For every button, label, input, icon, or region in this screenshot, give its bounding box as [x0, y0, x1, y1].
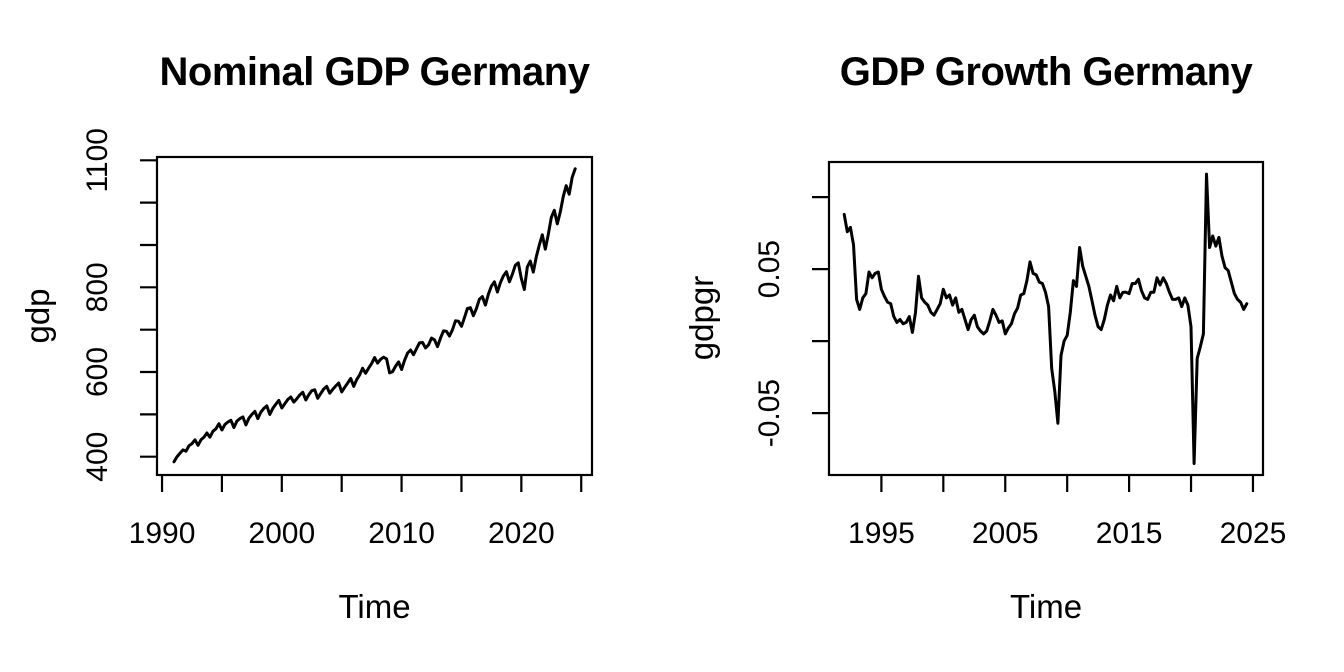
left-y-axis-label: gdp: [19, 288, 56, 344]
plot-box: [827, 160, 1265, 477]
right-chart-title: GDP Growth Germany: [839, 50, 1253, 94]
series-line-gdp: [172, 167, 577, 464]
plot-box: [155, 155, 594, 477]
series-line-gdpgr: [842, 172, 1249, 465]
right-y-axis-label: gdpgr: [683, 275, 720, 361]
left-x-axis-label: Time: [338, 588, 411, 625]
y-tick-label: 600: [81, 347, 114, 397]
x-tick-label: 2015: [1096, 517, 1163, 550]
chart-1: 1995 2005 2015 2025 -0.05 0.05: [753, 160, 1287, 550]
x-tick-label: 2025: [1220, 517, 1287, 550]
right-x-axis-label: Time: [1009, 588, 1083, 625]
y-tick-label: 400: [81, 432, 114, 482]
y-tick-label: -0.05: [753, 379, 786, 447]
x-tick-label: 2010: [368, 517, 435, 550]
x-tick-label: 2000: [248, 517, 315, 550]
y-tick-label: 0.05: [753, 240, 786, 298]
x-tick-label: 1995: [848, 517, 915, 550]
left-chart-title: Nominal GDP Germany: [159, 50, 590, 94]
y-tick-label: 1100: [81, 128, 114, 193]
chart-0: 1990 2000 2010 2020 400 600 800 1100: [81, 128, 594, 550]
x-tick-label: 2020: [488, 517, 555, 550]
x-tick-label: 1990: [129, 517, 196, 550]
y-tick-label: 800: [81, 262, 114, 312]
x-tick-label: 2005: [972, 517, 1039, 550]
